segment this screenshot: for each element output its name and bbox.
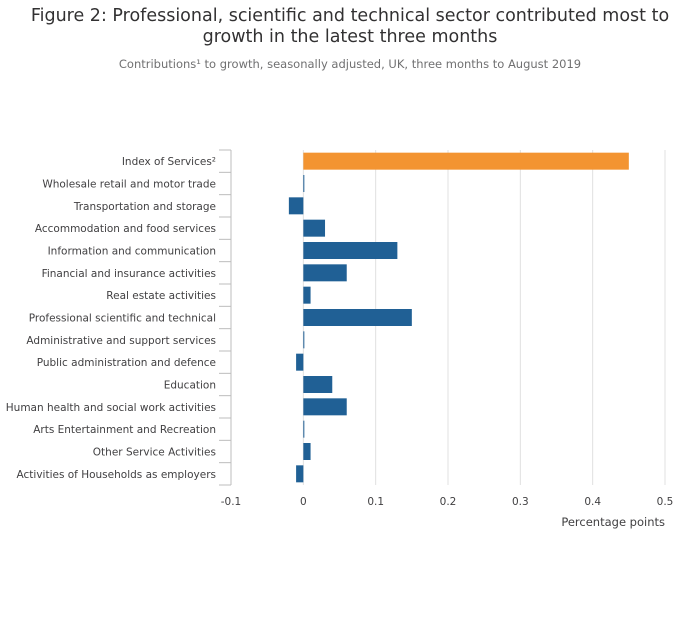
x-tick-label: 0.5 [657, 496, 674, 508]
chart-title: Figure 2: Professional, scientific and t… [30, 6, 670, 47]
x-tick-label: 0.1 [367, 496, 384, 508]
bar [288, 197, 304, 215]
category-label: Wholesale retail and motor trade [42, 179, 216, 191]
bar [303, 242, 398, 259]
bar [303, 398, 347, 416]
bar [296, 353, 304, 371]
bar [303, 331, 305, 349]
category-label: Human health and social work activities [6, 402, 216, 414]
bar [296, 465, 304, 483]
bar [303, 175, 305, 192]
category-label: Information and communication [48, 246, 216, 258]
bar [303, 219, 326, 237]
x-tick-label: 0 [300, 496, 307, 508]
category-label: Public administration and defence [37, 357, 216, 369]
bar [303, 286, 311, 304]
category-label: Index of Services² [122, 156, 216, 168]
bar [303, 152, 629, 170]
x-axis-title: Percentage points [561, 515, 665, 529]
category-label: Administrative and support services [26, 335, 216, 347]
category-label: Education [164, 380, 216, 392]
chart-subtitle: Contributions¹ to growth, seasonally adj… [118, 57, 582, 71]
bar [303, 309, 412, 326]
bar [303, 264, 347, 282]
category-label: Accommodation and food services [35, 223, 216, 235]
category-label: Real estate activities [106, 290, 216, 302]
bar [303, 443, 311, 460]
x-tick-label: -0.1 [221, 496, 242, 508]
bar [303, 420, 305, 438]
category-label: Financial and insurance activities [42, 268, 216, 280]
category-label: Professional scientific and technical [29, 313, 216, 325]
category-label: Activities of Households as employers [17, 469, 216, 481]
bar [303, 376, 333, 393]
category-label: Transportation and storage [73, 201, 216, 213]
category-label: Other Service Activities [93, 447, 216, 459]
category-label: Arts Entertainment and Recreation [33, 424, 216, 436]
x-tick-label: 0.2 [440, 496, 457, 508]
x-tick-label: 0.3 [512, 496, 529, 508]
x-tick-label: 0.4 [584, 496, 601, 508]
